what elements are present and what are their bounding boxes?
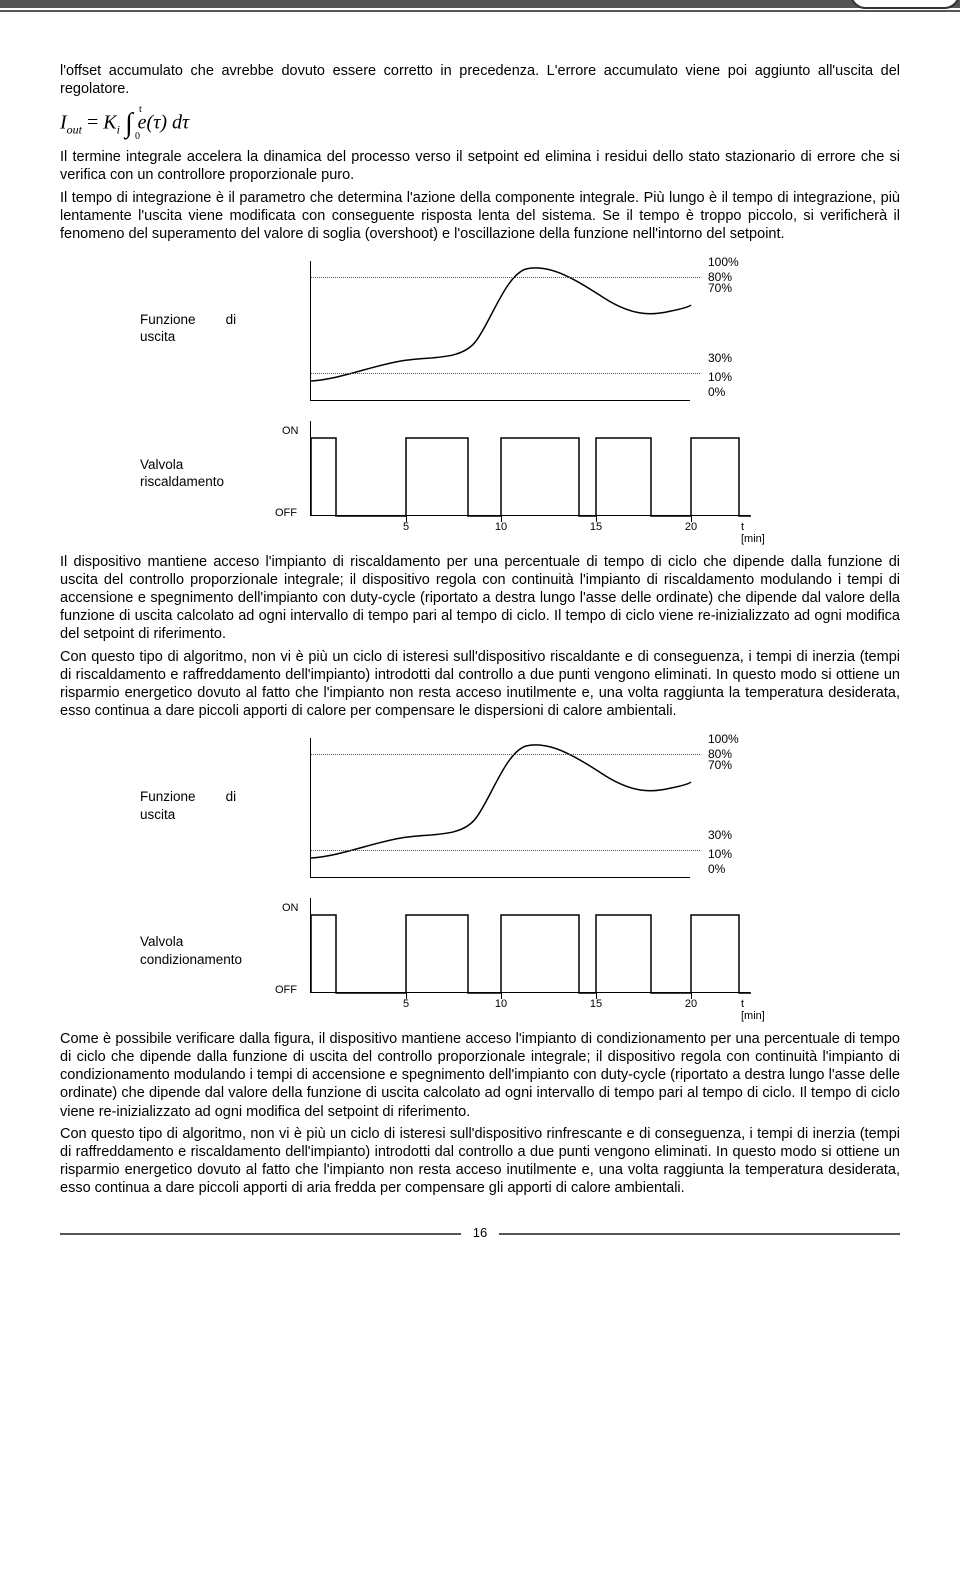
chart-y-tick: 0% — [708, 862, 725, 876]
chart-gridline — [311, 850, 700, 851]
page-content: l'offset accumulato che avrebbe dovuto e… — [0, 62, 960, 1294]
chart2-curve — [311, 738, 691, 878]
valve2-x-title: t [min] — [741, 998, 765, 1022]
valve-x-tick: 5 — [403, 998, 409, 1010]
chart2-plot-area — [310, 738, 690, 878]
chart-y-tick: 0% — [708, 385, 725, 399]
chart-y-tick: 10% — [708, 370, 732, 384]
valve1-label: Valvolariscaldamento — [140, 456, 270, 491]
chart1-label: Funzione di uscita — [140, 311, 250, 346]
diagram-heating: Funzione di uscita 100%80%70%30%10%0% Va… — [140, 261, 820, 541]
cooling-valve-chart: Valvolacondizionamento ON OFF t [min] 51… — [140, 888, 820, 1018]
header-rule-top: Chorus — [0, 0, 960, 8]
output-function-chart-1: Funzione di uscita 100%80%70%30%10%0% — [140, 261, 820, 411]
paragraph-5: Con questo tipo di algoritmo, non vi è p… — [60, 648, 900, 721]
output-function-chart-2: Funzione di uscita 100%80%70%30%10%0% — [140, 738, 820, 888]
chart-gridline — [311, 754, 700, 755]
chart1-curve — [311, 261, 691, 401]
valve2-plot-area: t [min] 5101520 — [310, 898, 750, 993]
chart-y-tick: 70% — [708, 281, 732, 295]
valve-x-tick: 10 — [495, 521, 507, 533]
integral-formula: Iout = Ki ∫t0 e(τ) dτ — [60, 108, 900, 140]
chart2-label: Funzione di uscita — [140, 788, 250, 823]
valve1-pulses — [311, 421, 771, 521]
chart-y-tick: 100% — [708, 255, 739, 269]
paragraph-4: Il dispositivo mantiene acceso l'impiant… — [60, 553, 900, 644]
valve1-on-label: ON — [282, 425, 299, 437]
paragraph-2: Il termine integrale accelera la dinamic… — [60, 148, 900, 184]
heating-valve-chart: Valvolariscaldamento ON OFF t [min] 5101… — [140, 411, 820, 541]
valve2-on-label: ON — [282, 902, 299, 914]
valve1-off-label: OFF — [275, 507, 297, 519]
header-rule-bottom — [0, 10, 960, 12]
valve-x-tick-mark — [406, 516, 407, 522]
chart-y-tick: 30% — [708, 351, 732, 365]
paragraph-7: Con questo tipo di algoritmo, non vi è p… — [60, 1125, 900, 1198]
valve1-plot-area: t [min] 5101520 — [310, 421, 750, 516]
page-number: 16 — [60, 1233, 900, 1254]
valve-x-tick-mark — [406, 993, 407, 999]
chart-gridline — [311, 277, 700, 278]
chart-y-tick: 70% — [708, 758, 732, 772]
valve-x-tick: 20 — [685, 998, 697, 1010]
valve-x-tick-mark — [691, 993, 692, 999]
paragraph-6: Come è possibile verificare dalla figura… — [60, 1030, 900, 1121]
valve-x-tick: 15 — [590, 521, 602, 533]
valve-x-tick: 20 — [685, 521, 697, 533]
valve2-pulses — [311, 898, 771, 998]
valve-x-tick-mark — [596, 516, 597, 522]
valve-x-tick: 10 — [495, 998, 507, 1010]
chart-y-tick: 10% — [708, 847, 732, 861]
valve-x-tick-mark — [596, 993, 597, 999]
chart-y-tick: 30% — [708, 828, 732, 842]
chart1-plot-area — [310, 261, 690, 401]
valve1-x-title: t [min] — [741, 521, 765, 545]
valve-x-tick-mark — [501, 516, 502, 522]
brand-logo: Chorus — [850, 0, 960, 9]
valve-x-tick-mark — [691, 516, 692, 522]
valve2-label: Valvolacondizionamento — [140, 933, 270, 968]
valve2-off-label: OFF — [275, 984, 297, 996]
chart-gridline — [311, 373, 700, 374]
paragraph-1: l'offset accumulato che avrebbe dovuto e… — [60, 62, 900, 98]
diagram-cooling: Funzione di uscita 100%80%70%30%10%0% Va… — [140, 738, 820, 1018]
paragraph-3: Il tempo di integrazione è il parametro … — [60, 189, 900, 243]
valve-x-tick: 15 — [590, 998, 602, 1010]
valve-x-tick: 5 — [403, 521, 409, 533]
valve-x-tick-mark — [501, 993, 502, 999]
chart-y-tick: 100% — [708, 732, 739, 746]
